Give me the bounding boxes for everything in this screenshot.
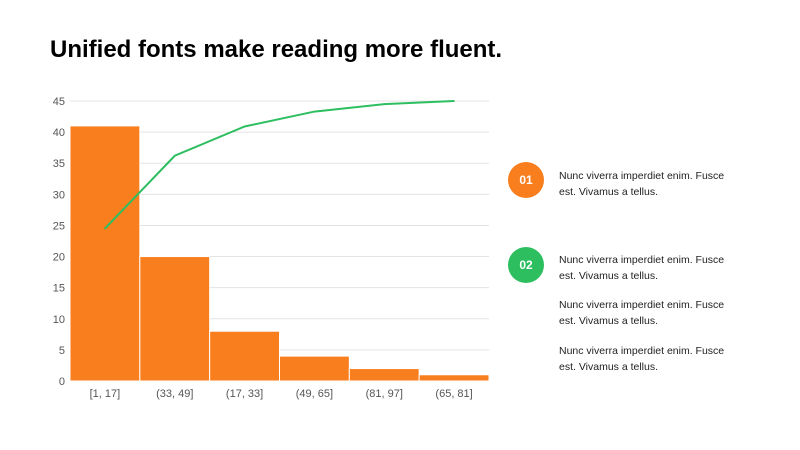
y-tick-label: 10 xyxy=(53,314,65,326)
line-point xyxy=(383,103,386,105)
y-tick-label: 40 xyxy=(53,127,65,139)
point-2-badge: 02 xyxy=(508,247,544,283)
page-title: Unified fonts make reading more fluent. xyxy=(50,36,503,63)
y-tick-label: 35 xyxy=(53,158,65,170)
line-point xyxy=(243,125,246,128)
line-point xyxy=(313,110,316,113)
x-tick-label: (17, 33] xyxy=(226,388,263,400)
y-tick-label: 20 xyxy=(53,252,65,264)
line-point xyxy=(173,154,176,157)
note-2-text: Nunc viverra imperdiet enim. Fusce est. … xyxy=(559,345,725,373)
x-tick-label: (81, 97] xyxy=(366,388,403,400)
bar xyxy=(139,256,211,382)
bar xyxy=(209,330,281,382)
y-tick-label: 30 xyxy=(53,189,65,201)
y-tick-label: 15 xyxy=(53,283,65,295)
cumulative-series-line xyxy=(104,100,455,230)
y-tick-label: 25 xyxy=(53,220,65,232)
line-point xyxy=(104,227,106,230)
bar xyxy=(348,368,420,382)
line-point xyxy=(453,100,455,102)
bar xyxy=(279,355,350,382)
x-axis-ticks: [1, 17] (33, 49] (17, 33] (49, 65] (81, 97] (… xyxy=(90,388,473,400)
bar xyxy=(69,125,141,382)
x-tick-label: (65, 81] xyxy=(435,388,472,400)
y-tick-label: 0 xyxy=(59,376,65,388)
cumulative-line xyxy=(104,100,455,230)
bar xyxy=(418,374,490,382)
point-2-text: Nunc viverra imperdiet enim. Fusce est. … xyxy=(559,254,725,282)
y-tick-label: 45 xyxy=(53,96,65,108)
y-tick-label: 5 xyxy=(59,345,65,357)
point-1-text: Nunc viverra imperdiet enim. Fusce est. … xyxy=(559,170,725,198)
x-tick-label: [1, 17] xyxy=(90,388,121,400)
x-tick-label: (49, 65] xyxy=(296,388,333,400)
x-tick-label: (33, 49] xyxy=(156,388,193,400)
y-axis-ticks: 0 5 10 15 20 25 30 35 40 45 xyxy=(53,96,65,388)
note-1-text: Nunc viverra imperdiet enim. Fusce est. … xyxy=(559,299,725,327)
chart-bars xyxy=(69,125,490,382)
point-1-badge: 01 xyxy=(508,162,544,198)
